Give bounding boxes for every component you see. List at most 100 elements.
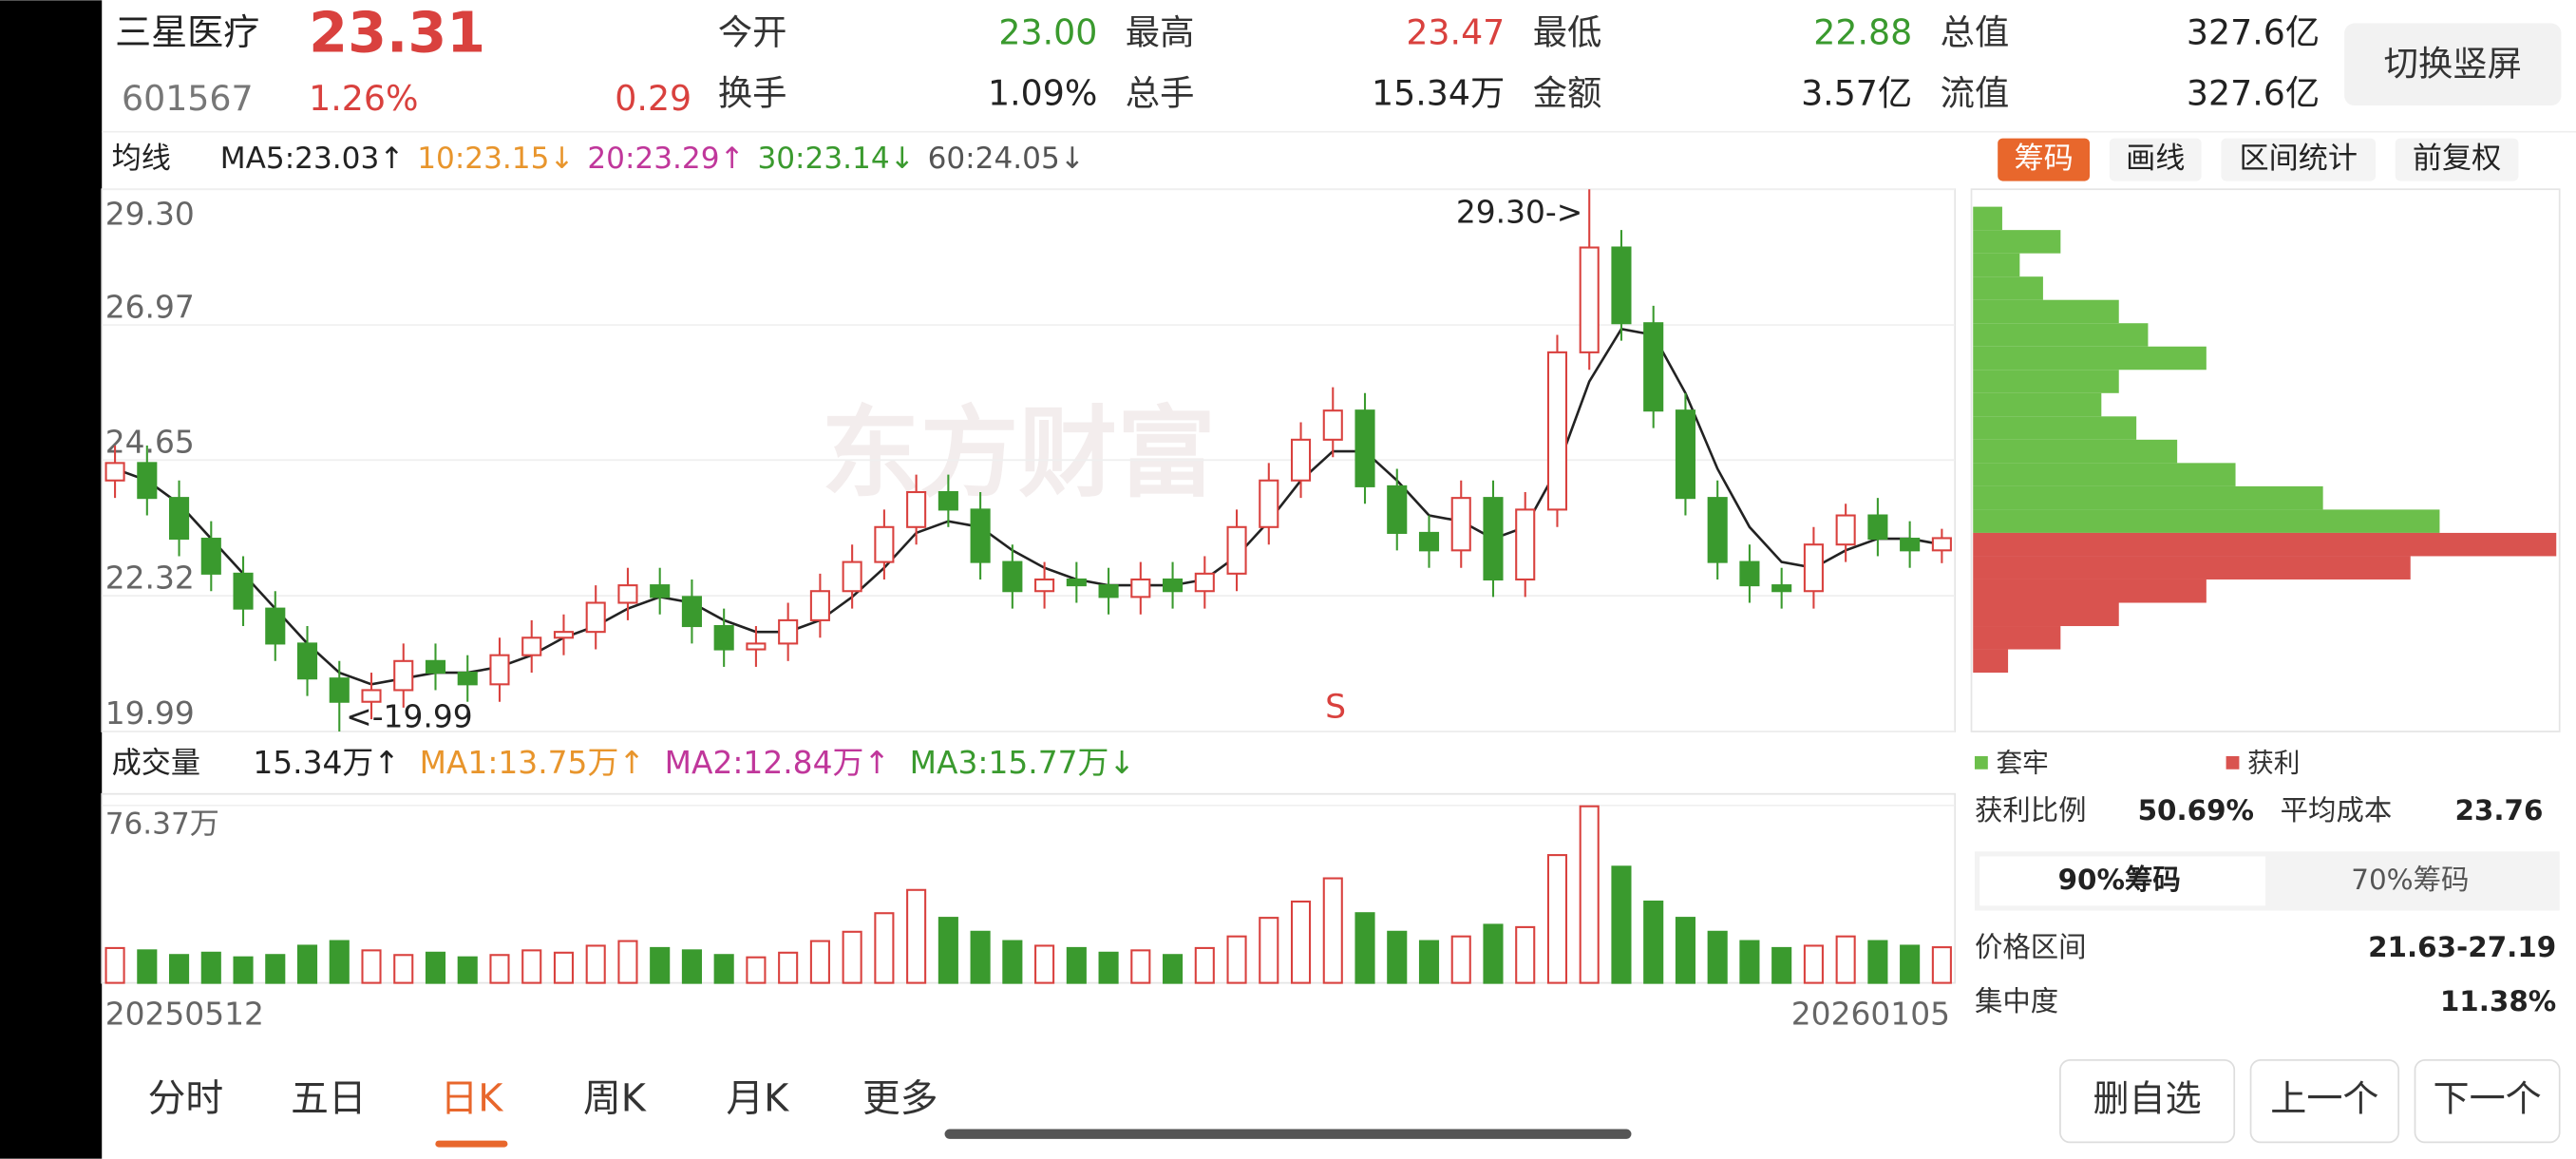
ma-legend-item: 60:24.05↓ [928, 142, 1085, 176]
y-tick-label: 24.65 [105, 424, 195, 461]
ma-selector[interactable]: 均线 [112, 142, 171, 176]
volume-bar [425, 951, 446, 984]
volume-bar [746, 956, 767, 984]
volume-bar [1387, 930, 1408, 984]
chip-bar [1973, 276, 2043, 300]
candle-body [1259, 479, 1279, 528]
chip-tab[interactable] [2221, 138, 2376, 181]
candle-body [809, 590, 830, 621]
candle-body [1803, 543, 1824, 593]
candle-body [842, 560, 862, 593]
y-tick-label: 76.37万 [105, 808, 219, 842]
volume-bar [1867, 940, 1888, 984]
change-pct: 1.26% [309, 78, 418, 119]
quote-value: 15.34万 [1372, 73, 1505, 114]
button-frame[interactable] [2059, 1059, 2236, 1144]
chip-stat: 50.69% [2138, 794, 2254, 826]
volume-bar [1066, 946, 1087, 984]
candle-body [778, 618, 799, 645]
volume-bar [617, 940, 638, 984]
volume-selector[interactable]: 成交量 [112, 747, 200, 781]
quote-label: 最高 [1126, 12, 1195, 53]
candle-body [1643, 322, 1664, 412]
quote-value: 23.47 [1406, 12, 1505, 53]
button-frame[interactable] [2414, 1059, 2561, 1144]
chip-stat: 11.38% [2440, 985, 2556, 1017]
candle-body [361, 689, 382, 703]
candle-body [296, 642, 318, 680]
candle-body [1354, 409, 1375, 487]
x-tick-label: 20250512 [105, 996, 264, 1033]
quote-label: 金额 [1533, 73, 1602, 114]
nav-tab[interactable]: 日K [440, 1077, 503, 1121]
chip-bar [1973, 509, 2440, 533]
nav-tab[interactable]: 更多 [862, 1077, 938, 1121]
chip-bar [1973, 323, 2149, 347]
quote-value: 22.88 [1813, 12, 1912, 53]
volume-bar [296, 944, 318, 984]
button-label[interactable]: 删自选 [2093, 1078, 2202, 1120]
orientation-button[interactable] [2344, 23, 2562, 106]
chip-tab[interactable] [1998, 138, 2091, 181]
candle-body [1226, 525, 1247, 575]
button-frame[interactable] [2249, 1059, 2400, 1144]
volume-bar [1515, 925, 1536, 984]
chip-tab-label[interactable]: 筹码 [2014, 142, 2073, 176]
nav-tab[interactable]: 分时 [148, 1077, 224, 1121]
chip-bar [1973, 370, 2119, 393]
y-tick-label: 26.97 [105, 288, 195, 325]
candle-body [553, 631, 575, 639]
candle-body [1771, 584, 1792, 593]
candle-body [874, 525, 895, 563]
volume-legend-item: MA3:15.77万↓ [910, 744, 1135, 781]
candle-body [1163, 578, 1184, 593]
chip-stat: 70%筹码 [2351, 864, 2469, 896]
chip-tab-selected[interactable] [1979, 856, 2266, 906]
candle-body [489, 654, 510, 686]
legend-swatch [1974, 755, 1988, 770]
candle-body [1450, 497, 1471, 552]
quote-value: 23.00 [998, 12, 1097, 53]
change: 0.29 [615, 78, 691, 119]
chip-bar [1973, 299, 2119, 324]
orientation-button-label[interactable]: 切换竖屏 [2384, 44, 2522, 85]
candle-body [1739, 560, 1760, 587]
volume-bar [842, 930, 862, 984]
chip-bar [1973, 230, 2061, 254]
volume-bar [233, 956, 254, 984]
quote-label: 最低 [1533, 12, 1602, 53]
volume-bar [553, 951, 575, 984]
chip-bar [1973, 463, 2236, 486]
volume-bar [1546, 854, 1568, 984]
candle-body [169, 497, 190, 541]
chip-stat: 90%筹码 [2058, 864, 2181, 896]
nav-tab[interactable]: 月K [726, 1077, 789, 1121]
volume-bar [200, 951, 221, 984]
candle-body [746, 642, 767, 651]
nav-tab[interactable]: 五日 [291, 1077, 367, 1121]
nav-tab[interactable]: 周K [583, 1077, 647, 1121]
candle-body [970, 508, 991, 563]
button-label[interactable]: 下一个 [2434, 1078, 2542, 1120]
chip-tab-label[interactable]: 画线 [2126, 142, 2185, 176]
chip-stat: 23.76 [2454, 794, 2543, 826]
chip-tab[interactable] [2395, 138, 2519, 181]
chip-tab[interactable] [2109, 138, 2202, 181]
volume-bar [778, 951, 799, 984]
chip-stat: 集中度 [1975, 985, 2058, 1017]
volume-bar [1322, 877, 1343, 984]
candle-body [1835, 514, 1856, 546]
candle-body [713, 624, 734, 651]
candle-body [617, 584, 638, 604]
chip-tab-label[interactable]: 区间统计 [2239, 142, 2358, 176]
quote-label: 今开 [718, 12, 787, 53]
candle-body [329, 677, 350, 703]
candle-body [137, 462, 158, 500]
volume-frame [101, 792, 1957, 984]
chip-tab-label[interactable]: 前复权 [2413, 142, 2501, 176]
chip-bar [1973, 253, 2020, 277]
candle-body [585, 601, 606, 634]
candle-body [233, 572, 254, 610]
button-label[interactable]: 上一个 [2270, 1078, 2378, 1120]
